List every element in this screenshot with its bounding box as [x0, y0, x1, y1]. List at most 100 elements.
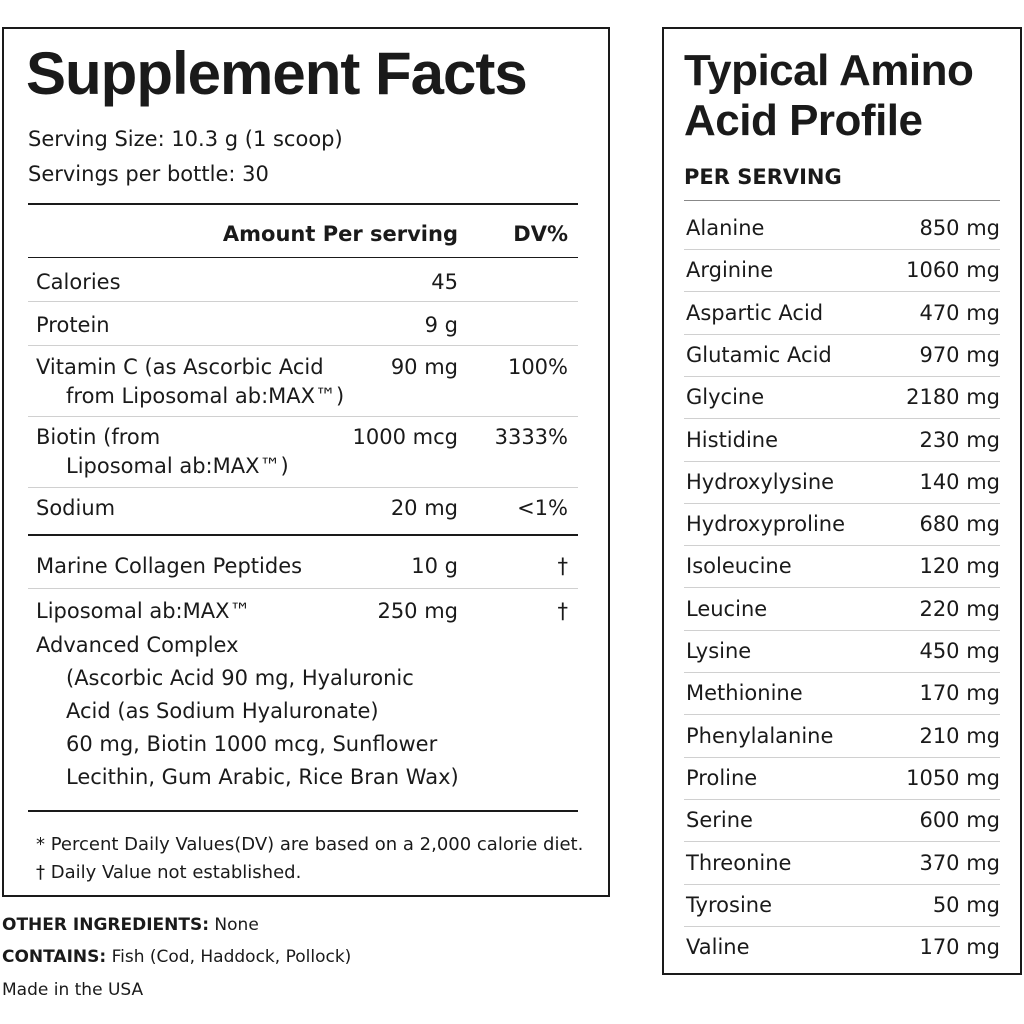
- amino-row: Hydroxylysine 140 mg: [684, 462, 1000, 504]
- row-separator: [28, 301, 578, 302]
- amino-amount: 170 mg: [919, 935, 1000, 960]
- row-sodium-dv: <1%: [517, 496, 568, 520]
- amino-row-separator: [684, 418, 1000, 420]
- amino-row-separator: [684, 883, 1000, 885]
- amino-amount: 1050 mg: [906, 765, 1000, 790]
- amino-amount: 50 mg: [932, 892, 1000, 917]
- amino-name: Histidine: [686, 427, 779, 452]
- amino-row-separator: [684, 925, 1000, 927]
- amino-amount: 2180 mg: [906, 385, 1000, 410]
- amino-name: Arginine: [686, 258, 774, 283]
- amino-name: Lysine: [686, 639, 752, 663]
- amino-name: Alanine: [686, 216, 765, 240]
- contains-value: Fish (Cod, Haddock, Pollock): [106, 947, 352, 967]
- row-liposomal-name-1: Liposomal ab:MAX™: [36, 599, 251, 623]
- divider-top: [28, 203, 578, 205]
- row-separator: [28, 487, 578, 488]
- row-vitamin-c-name-1: Vitamin C (as Ascorbic Acid: [36, 355, 324, 379]
- amino-name: Isoleucine: [686, 554, 792, 579]
- amino-row: Aspartic Acid 470 mg: [684, 293, 1000, 335]
- row-collagen-dv: †: [557, 554, 569, 578]
- amino-name: Methionine: [686, 681, 803, 706]
- amino-row-separator: [684, 672, 1000, 673]
- other-ingredients: OTHER INGREDIENTS: None: [2, 915, 259, 935]
- amino-amount: 370 mg: [919, 850, 1000, 875]
- amino-amount: 1060 mg: [906, 258, 1000, 283]
- contains-label: CONTAINS:: [2, 947, 107, 967]
- amino-amount: 450 mg: [919, 639, 1000, 663]
- amino-amount: 970 mg: [919, 342, 1000, 367]
- row-calories-name: Calories: [36, 270, 121, 294]
- amino-name: Glutamic Acid: [686, 342, 832, 367]
- amino-title: Typical Amino Acid Profile: [684, 46, 974, 146]
- amino-row-separator: [684, 375, 1000, 377]
- amino-amount: 140 mg: [919, 469, 1000, 494]
- amino-row-separator: [684, 249, 1000, 250]
- row-protein-name: Protein: [36, 313, 110, 337]
- row-vitamin-c-name-2: from Liposomal ab:MAX™): [66, 384, 345, 408]
- amino-name: Leucine: [686, 596, 768, 621]
- amino-amount: 600 mg: [919, 808, 1000, 833]
- amino-name: Hydroxyproline: [686, 512, 846, 537]
- amino-amount: 220 mg: [919, 596, 1000, 621]
- row-collagen-name: Marine Collagen Peptides: [36, 554, 303, 578]
- row-liposomal-name-2: Advanced Complex: [36, 633, 239, 657]
- amino-name: Glycine: [686, 385, 765, 410]
- amino-row-separator: [684, 841, 1000, 843]
- amino-title-line1: Typical Amino: [684, 46, 974, 95]
- row-vitamin-c-amount: 90 mg: [390, 355, 458, 379]
- row-separator: [28, 588, 578, 589]
- row-collagen-amount: 10 g: [411, 554, 458, 578]
- divider-mid: [28, 534, 578, 536]
- amino-title-line2: Acid Profile: [684, 96, 923, 145]
- amino-name: Proline: [686, 765, 758, 790]
- amino-row: Serine 600 mg: [684, 800, 1000, 843]
- servings-per-bottle: Servings per bottle: 30: [28, 162, 269, 186]
- footnote-dagger: † Daily Value not established.: [36, 862, 302, 883]
- amino-row: Valine 170 mg: [684, 927, 1000, 969]
- amino-row-separator: [684, 587, 1000, 589]
- liposomal-detail-line: Acid (as Sodium Hyaluronate): [66, 699, 379, 723]
- amino-row: Phenylalanine 210 mg: [684, 716, 1000, 758]
- liposomal-detail-line: 60 mg, Biotin 1000 mcg, Sunflower: [66, 732, 438, 756]
- row-biotin-dv: 3333%: [494, 425, 568, 449]
- amino-name: Tyrosine: [686, 892, 773, 917]
- amino-row-separator: [684, 798, 1000, 800]
- amino-row: Tyrosine 50 mg: [684, 885, 1000, 927]
- other-ingredients-value: None: [209, 915, 259, 935]
- row-biotin-name-1: Biotin (from: [36, 425, 161, 449]
- row-liposomal-dv: †: [557, 599, 569, 623]
- amino-row: Methionine 170 mg: [684, 673, 1000, 716]
- amino-amount: 680 mg: [919, 512, 1000, 537]
- amino-row-separator: [684, 502, 1000, 504]
- amino-amount: 470 mg: [919, 300, 1000, 325]
- amino-name: Threonine: [686, 850, 792, 875]
- other-ingredients-label: OTHER INGREDIENTS:: [2, 915, 210, 935]
- row-protein-amount: 9 g: [424, 313, 458, 337]
- row-separator: [28, 345, 578, 346]
- serving-size: Serving Size: 10.3 g (1 scoop): [28, 127, 343, 151]
- amino-name: Serine: [686, 808, 753, 833]
- amino-name: Valine: [686, 935, 750, 960]
- row-biotin-name-2: Liposomal ab:MAX™): [66, 454, 289, 478]
- amino-divider: [684, 200, 1000, 201]
- row-vitamin-c-dv: 100%: [507, 355, 568, 379]
- amino-acid-panel: [662, 27, 1022, 975]
- divider-header: [28, 257, 578, 258]
- liposomal-detail-line: (Ascorbic Acid 90 mg, Hyaluronic: [66, 666, 414, 690]
- row-calories-amount: 45: [431, 270, 458, 294]
- amino-row-separator: [684, 714, 1000, 716]
- row-sodium-name: Sodium: [36, 496, 116, 520]
- amino-row: Lysine 450 mg: [684, 631, 1000, 673]
- per-serving-label: PER SERVING: [684, 165, 842, 189]
- amino-amount: 230 mg: [919, 427, 1000, 452]
- amino-row-separator: [684, 333, 1000, 335]
- amino-row-separator: [684, 291, 1000, 293]
- amino-amount: 210 mg: [919, 723, 1000, 748]
- amino-row-separator: [684, 545, 1000, 547]
- amino-row: Leucine 220 mg: [684, 589, 1000, 631]
- amino-name: Phenylalanine: [686, 723, 834, 748]
- row-biotin-amount: 1000 mcg: [352, 425, 458, 449]
- amino-row-separator: [684, 629, 1000, 631]
- row-sodium-amount: 20 mg: [390, 496, 458, 520]
